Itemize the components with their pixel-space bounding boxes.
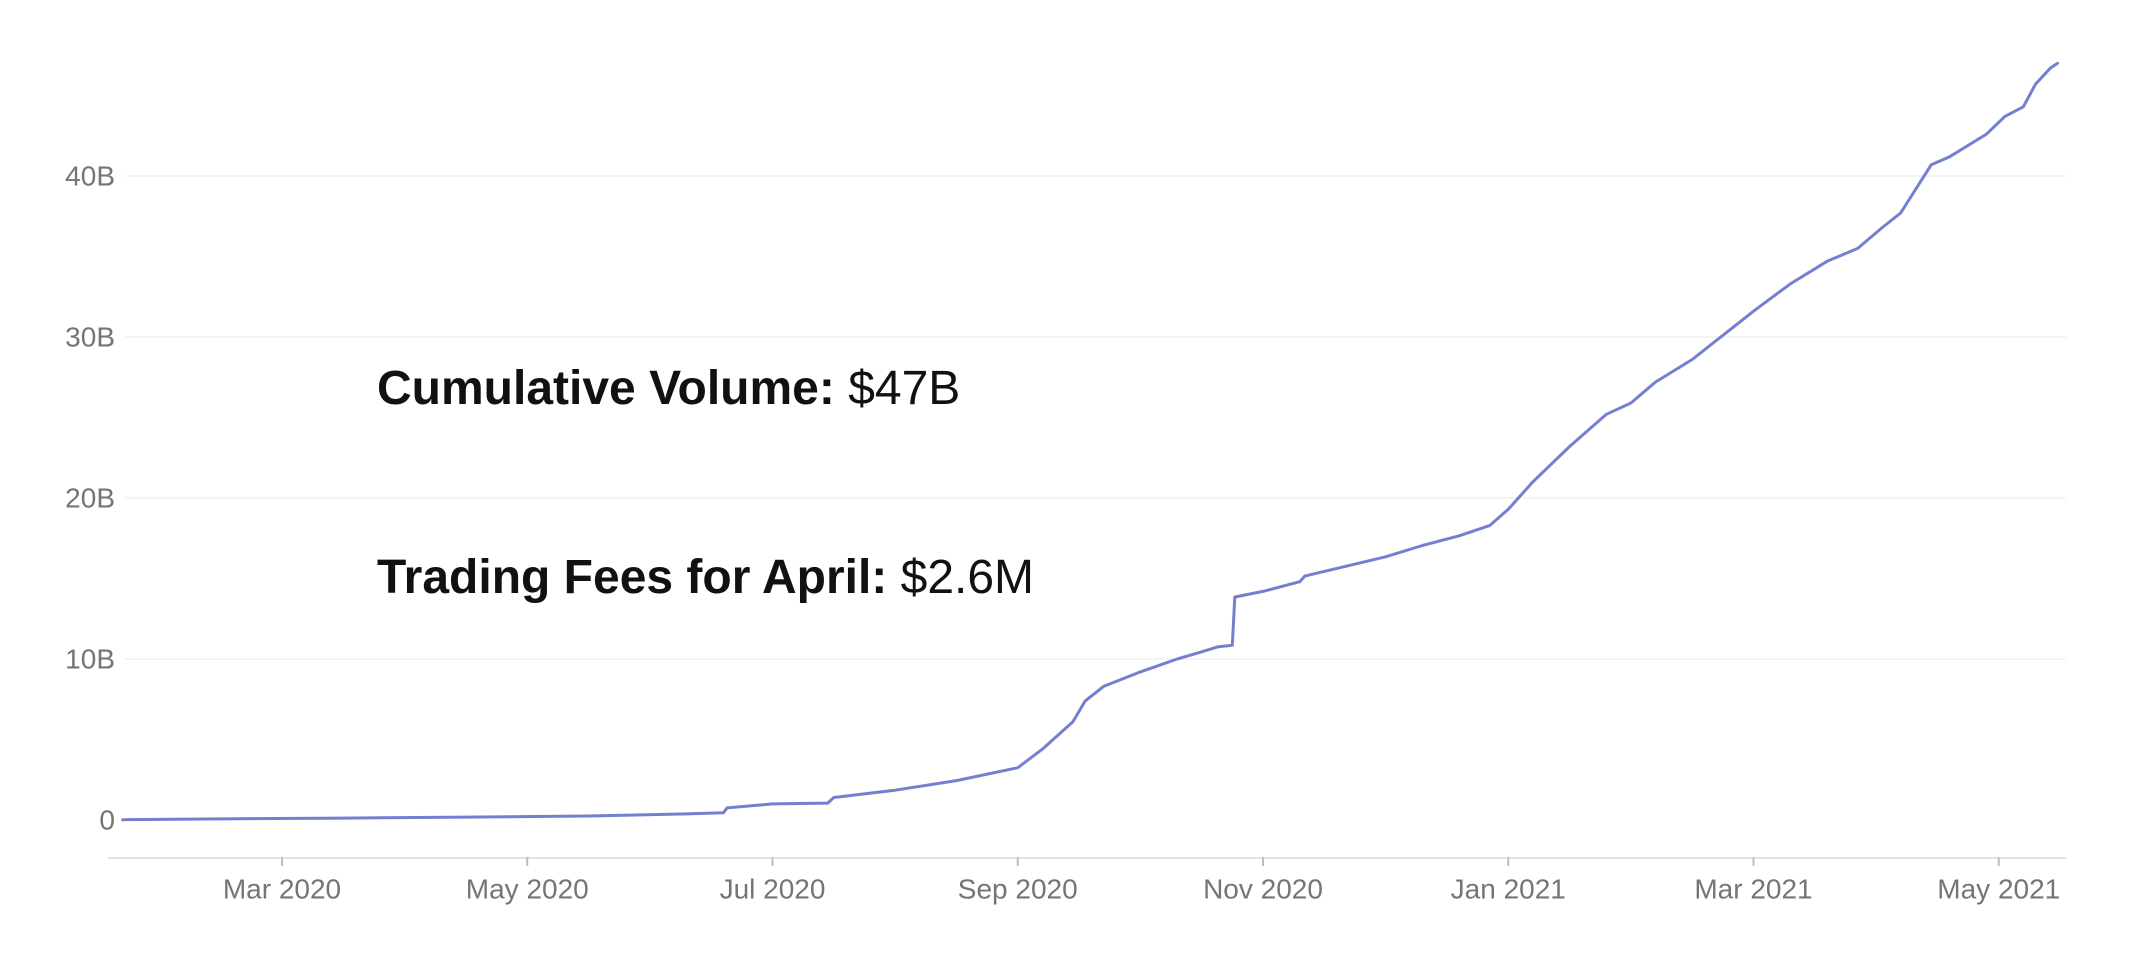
- x-axis-tick-label: Jan 2021: [1451, 874, 1566, 905]
- x-axis-tick-label: Jul 2020: [720, 874, 826, 905]
- series-group: [121, 61, 2060, 822]
- cumulative-volume-label: Cumulative Volume:: [377, 362, 835, 415]
- y-axis-tick-label: 40B: [65, 161, 115, 192]
- trading-fees-value: $2.6M: [887, 551, 1035, 604]
- x-axis-tick-label: Nov 2020: [1203, 874, 1323, 905]
- x-axis-tick-label: Sep 2020: [958, 874, 1078, 905]
- cumulative-volume-value: $47B: [834, 362, 961, 415]
- annotation-line-trading-fees: Trading Fees for April: $2.6M: [377, 546, 1034, 609]
- cumulative-volume-line: [121, 61, 2060, 822]
- y-axis-tick-label: 0: [99, 805, 115, 836]
- x-axis-tick-label: Mar 2020: [223, 874, 341, 905]
- y-axis-tick-label: 20B: [65, 483, 115, 514]
- y-axis-tick-label: 10B: [65, 644, 115, 675]
- y-axis-tick-label: 30B: [65, 322, 115, 353]
- x-axis-tick-label: May 2021: [1937, 874, 2060, 905]
- axes-group: 0 10B 20B 30B 40B Mar 2020 May 2020 Jul 2020 Sep…: [65, 161, 2066, 905]
- gridlines-group: [125, 175, 2066, 660]
- x-axis-tick-label: Mar 2021: [1694, 874, 1812, 905]
- annotation-line-cumulative-volume: Cumulative Volume: $47B: [377, 357, 1034, 420]
- trading-fees-label: Trading Fees for April:: [377, 551, 888, 604]
- chart-annotation: Cumulative Volume: $47B Trading Fees for…: [377, 231, 1034, 735]
- x-axis-tick-label: May 2020: [466, 874, 589, 905]
